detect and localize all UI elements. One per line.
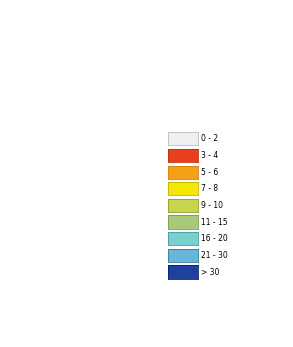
Text: 7 - 8: 7 - 8 bbox=[201, 184, 218, 193]
Text: 11 - 15: 11 - 15 bbox=[201, 218, 227, 227]
Text: 16 - 20: 16 - 20 bbox=[201, 234, 227, 243]
Text: 0 - 2: 0 - 2 bbox=[201, 134, 218, 143]
Text: 3 - 4: 3 - 4 bbox=[201, 151, 218, 160]
Text: 21 - 30: 21 - 30 bbox=[201, 251, 227, 260]
Text: 9 - 10: 9 - 10 bbox=[201, 201, 223, 210]
Text: 5 - 6: 5 - 6 bbox=[201, 168, 218, 177]
Text: > 30: > 30 bbox=[201, 268, 219, 277]
